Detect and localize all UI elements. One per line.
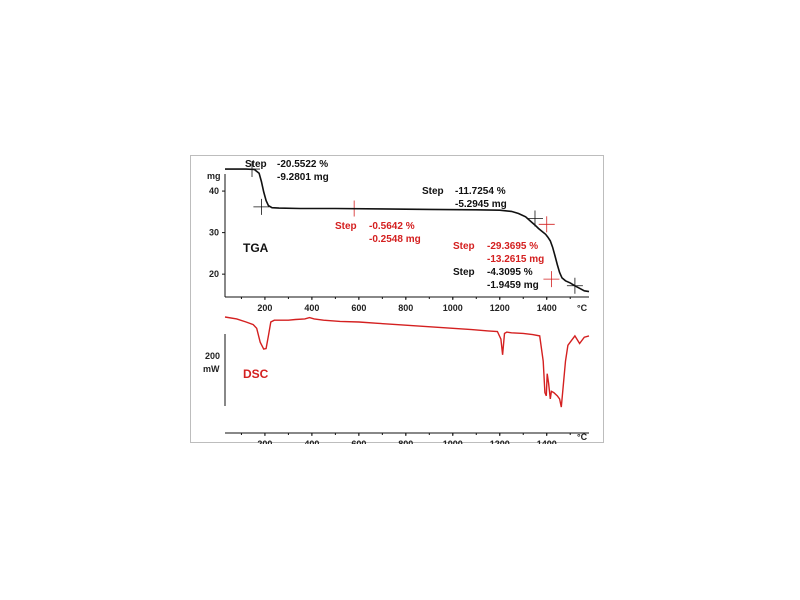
step-annotation-1: Step -20.5522 % -9.2801 mg bbox=[245, 159, 329, 183]
dsc-x-unit: °C bbox=[577, 432, 588, 442]
step-mass: -9.2801 mg bbox=[277, 172, 329, 183]
x-tick-label: 200 bbox=[257, 303, 272, 313]
x-tick-label: 200 bbox=[257, 439, 272, 444]
step-mass: -0.2548 mg bbox=[369, 234, 421, 245]
step-label: Step bbox=[453, 241, 475, 252]
step-mass: -1.9459 mg bbox=[487, 280, 539, 291]
step-annotation-5: Step -4.3095 % -1.9459 mg bbox=[453, 267, 539, 291]
tga-y-ticks: 20 30 40 bbox=[209, 186, 225, 279]
x-tick-label: 1200 bbox=[490, 303, 510, 313]
y-tick-label: 20 bbox=[209, 269, 219, 279]
tga-x-ticks: 200 400 600 800 1000 1200 1400 bbox=[240, 297, 571, 313]
x-tick-label: 400 bbox=[304, 439, 319, 444]
x-tick-label: 1000 bbox=[443, 303, 463, 313]
step-percent: -11.7254 % bbox=[455, 186, 506, 197]
x-tick-label: 1400 bbox=[537, 439, 557, 444]
dsc-x-ticks: 200 400 600 800 1000 1200 1400 bbox=[240, 433, 571, 444]
tga-title: TGA bbox=[243, 241, 269, 255]
step-label: Step bbox=[245, 159, 267, 170]
x-tick-label: 600 bbox=[351, 303, 366, 313]
tga-curve bbox=[225, 168, 590, 293]
step-label: Step bbox=[335, 221, 357, 232]
tga-y-unit: mg bbox=[207, 171, 221, 181]
x-tick-label: 400 bbox=[304, 303, 319, 313]
step-percent: -4.3095 % bbox=[487, 267, 533, 278]
step-annotation-4: Step -29.3695 % -13.2615 mg bbox=[453, 241, 544, 265]
step-percent: -29.3695 % bbox=[487, 241, 538, 252]
step-label: Step bbox=[422, 186, 444, 197]
dsc-scale-value: 200 bbox=[205, 351, 220, 361]
dsc-scale-unit: mW bbox=[203, 364, 220, 374]
step-mass: -13.2615 mg bbox=[487, 254, 544, 265]
x-tick-label: 800 bbox=[398, 439, 413, 444]
x-tick-label: 1000 bbox=[443, 439, 463, 444]
figure-frame: mg °C TGA 20 30 40 200 400 600 800 1000 1200 140… bbox=[190, 155, 604, 444]
step-label: Step bbox=[453, 267, 475, 278]
dsc-curve bbox=[224, 316, 590, 408]
step-mass: -5.2945 mg bbox=[455, 199, 507, 210]
step-percent: -0.5642 % bbox=[369, 221, 415, 232]
step-percent: -20.5522 % bbox=[277, 159, 328, 170]
x-tick-label: 1200 bbox=[490, 439, 510, 444]
tga-x-unit: °C bbox=[577, 303, 588, 313]
y-tick-label: 40 bbox=[209, 186, 219, 196]
tga-axes: mg °C TGA bbox=[207, 171, 589, 313]
step-annotation-2: Step -0.5642 % -0.2548 mg bbox=[335, 221, 421, 245]
dsc-title: DSC bbox=[243, 367, 269, 381]
thermal-analysis-figure: mg °C TGA 20 30 40 200 400 600 800 1000 1200 140… bbox=[203, 159, 590, 444]
dsc-axes: 200 mW DSC °C bbox=[203, 334, 589, 442]
step-annotation-3: Step -11.7254 % -5.2945 mg bbox=[422, 186, 507, 210]
x-tick-label: 800 bbox=[398, 303, 413, 313]
x-tick-label: 1400 bbox=[537, 303, 557, 313]
y-tick-label: 30 bbox=[209, 228, 219, 238]
x-tick-label: 600 bbox=[351, 439, 366, 444]
